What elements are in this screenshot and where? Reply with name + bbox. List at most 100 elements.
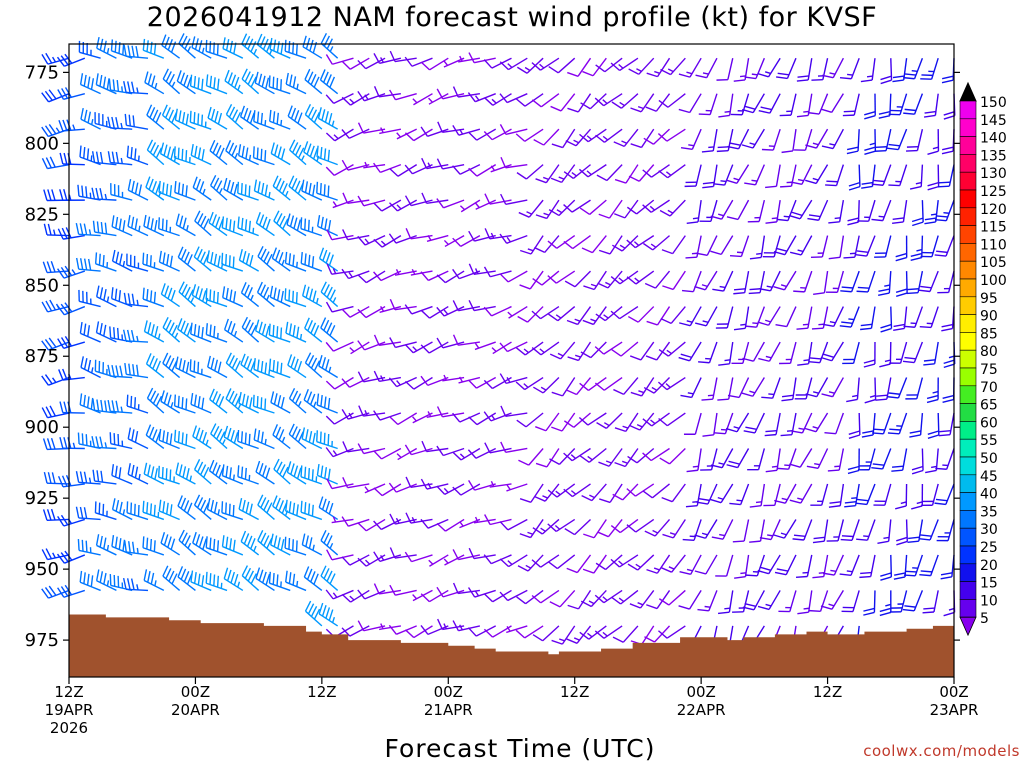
wind-barb bbox=[241, 565, 260, 591]
wind-barb bbox=[341, 159, 370, 171]
wind-barb bbox=[452, 483, 481, 496]
wind-barb bbox=[193, 246, 212, 272]
wind-barb bbox=[811, 306, 829, 330]
wind-barb bbox=[109, 432, 133, 450]
x-tick-label: 2026 bbox=[50, 719, 88, 737]
wind-barb bbox=[288, 387, 307, 414]
wind-barb bbox=[804, 412, 829, 433]
wind-barb bbox=[642, 164, 670, 178]
wind-barb bbox=[840, 519, 860, 541]
wind-barb bbox=[273, 210, 291, 237]
wind-barb bbox=[922, 590, 939, 614]
wind-barb bbox=[316, 430, 338, 450]
wind-barb bbox=[421, 440, 449, 453]
plot-frame bbox=[68, 43, 955, 678]
x-tick-label: 23APR bbox=[930, 701, 979, 719]
wind-barb bbox=[500, 157, 528, 169]
wind-barb bbox=[341, 589, 370, 603]
wind-barb bbox=[887, 412, 908, 435]
wind-barb bbox=[331, 516, 354, 524]
wind-barb bbox=[289, 139, 307, 166]
wind-barb bbox=[421, 192, 449, 205]
wind-barb bbox=[145, 176, 165, 201]
wind-barb bbox=[547, 518, 576, 533]
wind-barb bbox=[316, 145, 338, 166]
wind-barb bbox=[516, 412, 544, 428]
wind-barb bbox=[566, 625, 592, 644]
wind-barb bbox=[320, 529, 339, 556]
wind-barb bbox=[578, 164, 607, 178]
wind-barb bbox=[891, 448, 908, 472]
wind-barb bbox=[741, 128, 765, 149]
wind-barb bbox=[697, 590, 718, 612]
wind-barb bbox=[373, 447, 402, 460]
wind-barb bbox=[500, 193, 528, 206]
wind-barb bbox=[205, 288, 228, 308]
wind-barb bbox=[379, 305, 402, 314]
wind-barb bbox=[191, 36, 212, 59]
wind-barb bbox=[859, 554, 876, 579]
colorbar-label: 85 bbox=[980, 326, 998, 342]
wind-barb bbox=[773, 519, 797, 539]
wind-barb bbox=[790, 164, 813, 185]
wind-barb bbox=[284, 39, 307, 59]
wind-barb bbox=[872, 412, 892, 435]
wind-barb bbox=[627, 554, 655, 571]
wind-barb bbox=[458, 55, 481, 63]
wind-barb bbox=[127, 463, 149, 485]
wind-barb bbox=[861, 164, 876, 189]
wind-barb bbox=[210, 423, 228, 450]
colorbar-swatch bbox=[959, 421, 977, 440]
wind-barb bbox=[927, 412, 940, 439]
wind-barb bbox=[189, 74, 212, 95]
wind-barb bbox=[303, 389, 323, 414]
wind-barb bbox=[629, 590, 655, 609]
wind-barb bbox=[483, 93, 512, 106]
wind-barb bbox=[825, 164, 845, 187]
wind-barb bbox=[820, 341, 844, 362]
wind-barb bbox=[662, 270, 686, 291]
wind-barb bbox=[436, 586, 465, 598]
wind-barb bbox=[332, 199, 354, 209]
wind-barb bbox=[794, 377, 813, 400]
wind-barb bbox=[404, 551, 433, 563]
wind-barb bbox=[317, 107, 339, 130]
wind-barb bbox=[56, 302, 86, 316]
wind-barb bbox=[642, 447, 670, 462]
wind-barb bbox=[389, 547, 417, 559]
wind-barb bbox=[744, 164, 765, 186]
colorbar-label: 150 bbox=[980, 95, 1007, 111]
wind-barb bbox=[301, 533, 323, 556]
wind-barb bbox=[848, 412, 861, 439]
colorbar-label: 35 bbox=[980, 504, 998, 520]
colorbar-label: 20 bbox=[980, 558, 998, 574]
wind-barb bbox=[126, 253, 149, 272]
wind-barb bbox=[910, 235, 924, 261]
wind-barb bbox=[733, 58, 750, 82]
wind-barb bbox=[682, 519, 702, 541]
wind-barb bbox=[855, 235, 876, 257]
wind-barb bbox=[436, 270, 465, 284]
colorbar-swatch bbox=[959, 527, 977, 547]
wind-barb bbox=[190, 570, 212, 592]
wind-barb bbox=[506, 625, 528, 634]
colorbar-label: 50 bbox=[980, 451, 998, 467]
wind-barb bbox=[779, 93, 797, 117]
wind-barb bbox=[177, 318, 196, 343]
wind-barb bbox=[686, 448, 702, 473]
wind-barb bbox=[879, 342, 892, 368]
wind-barb bbox=[582, 554, 607, 574]
wind-barb bbox=[41, 374, 70, 386]
wind-barb bbox=[747, 448, 766, 471]
wind-barb bbox=[762, 235, 781, 258]
wind-barb bbox=[611, 235, 639, 252]
wind-barb bbox=[325, 164, 354, 176]
wind-barb bbox=[193, 494, 212, 520]
colorbar-swatch bbox=[959, 332, 977, 351]
colorbar-swatch bbox=[959, 492, 977, 511]
wind-barb bbox=[221, 464, 244, 485]
wind-barb bbox=[255, 212, 275, 237]
wind-barb bbox=[111, 215, 133, 237]
wind-barb bbox=[532, 625, 560, 642]
wind-barb bbox=[741, 377, 765, 397]
